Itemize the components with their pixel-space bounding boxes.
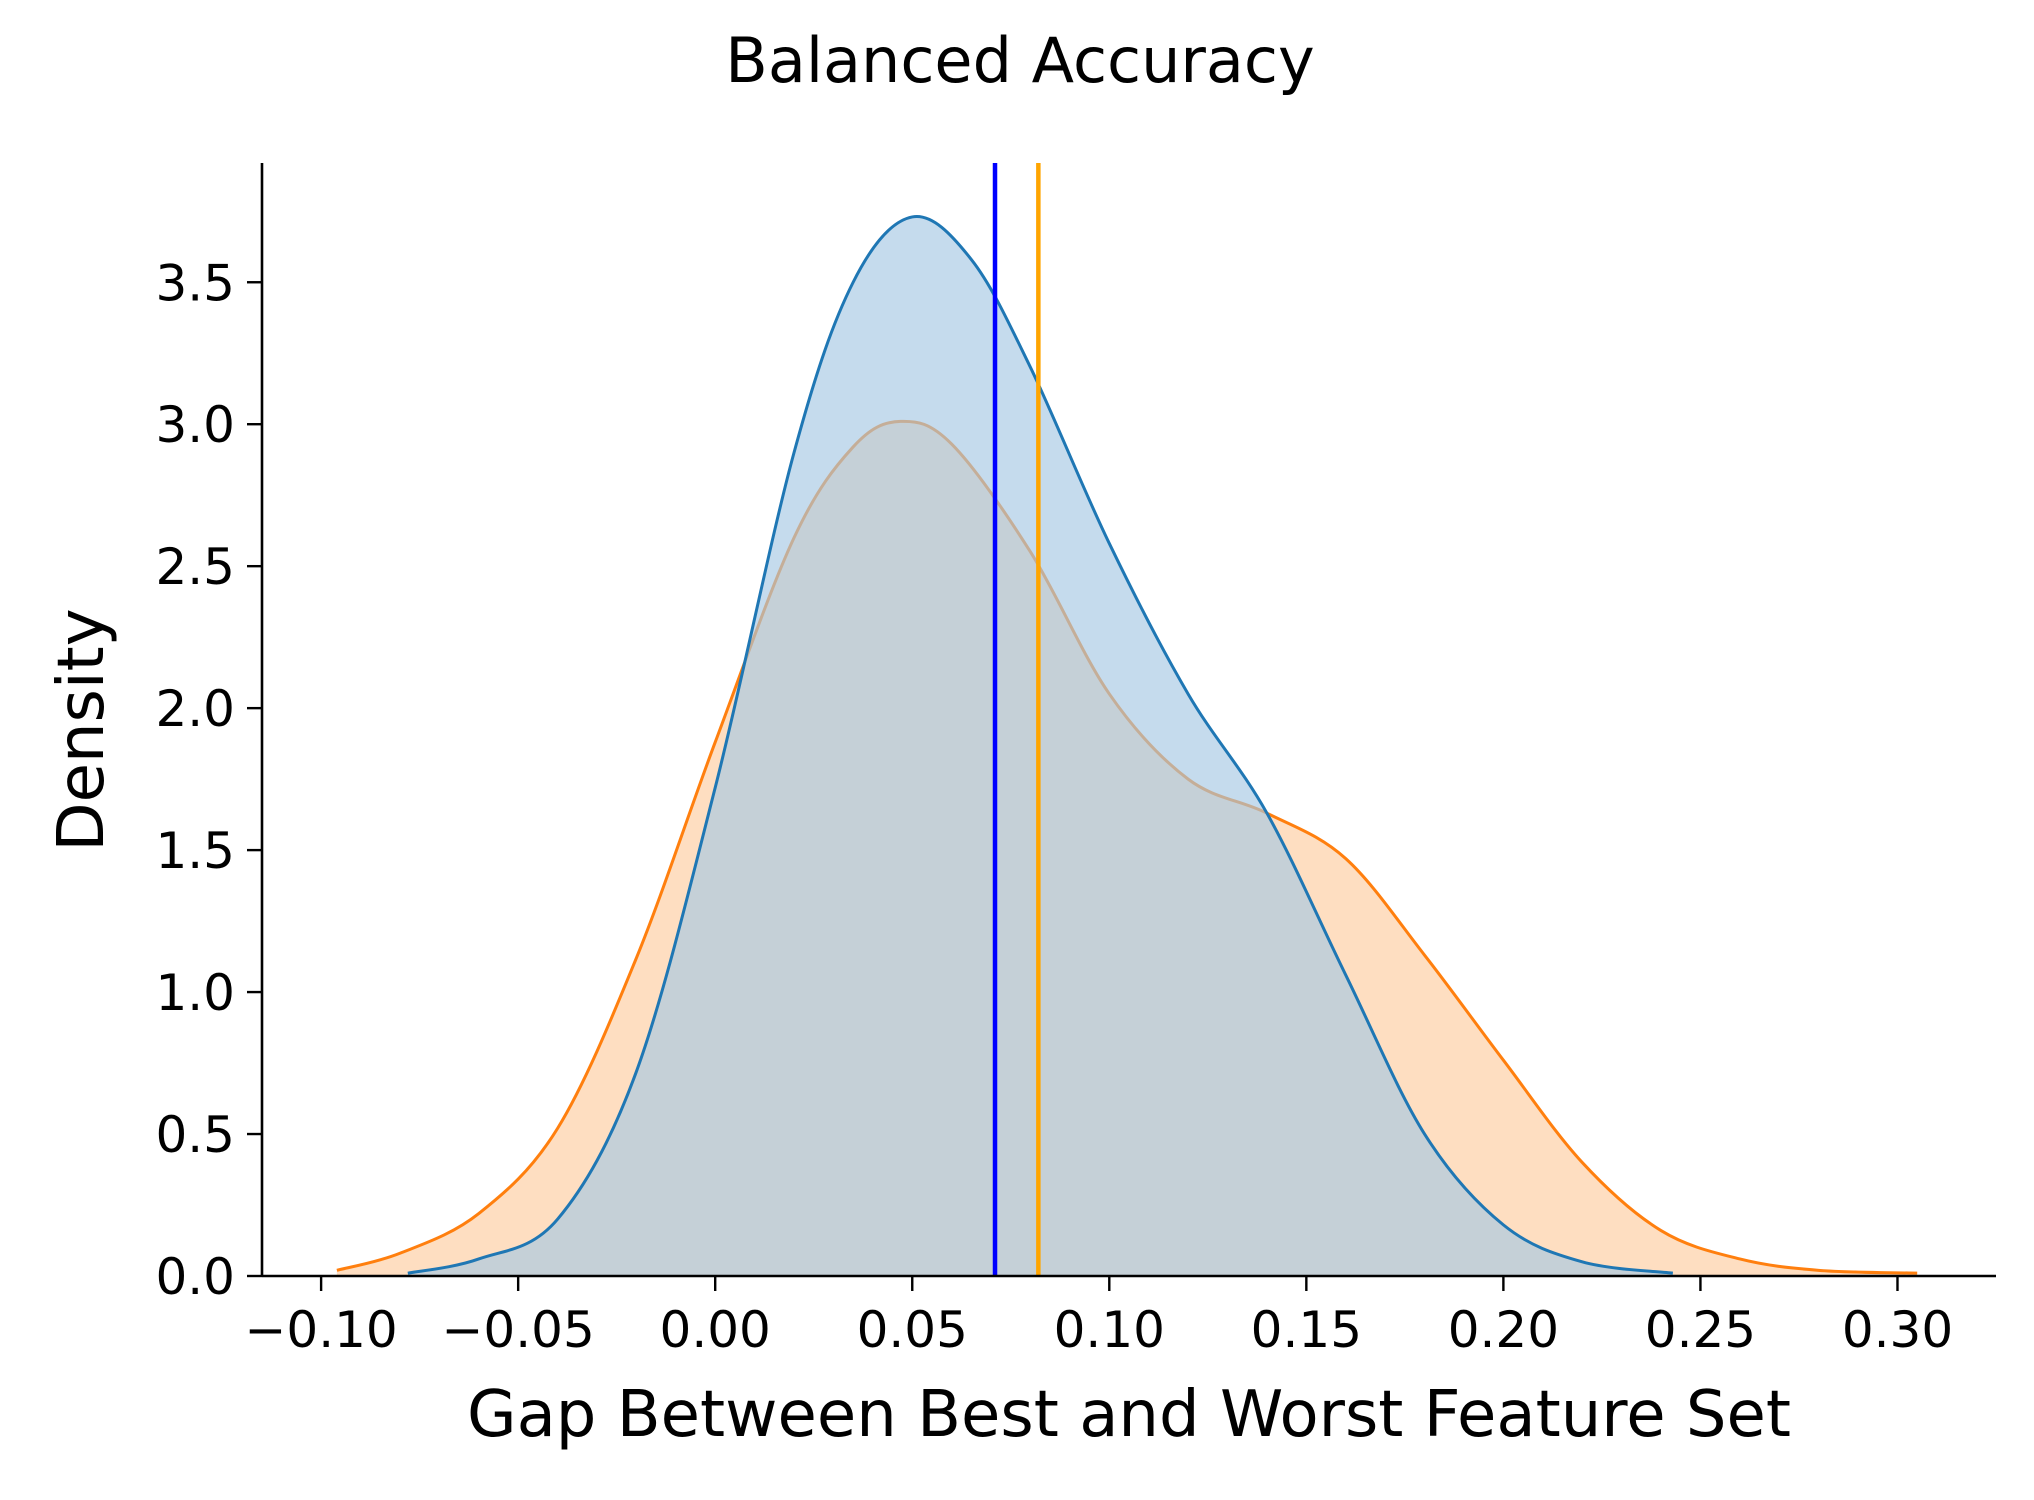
series-layer xyxy=(336,215,1918,1276)
y-tick-label: 1.5 xyxy=(155,822,235,880)
x-tick-label: 0.30 xyxy=(1842,1301,1953,1359)
y-tick-label: 3.0 xyxy=(155,396,235,454)
y-tick-label: 0.5 xyxy=(155,1106,235,1164)
x-tick-label: 0.00 xyxy=(660,1301,771,1359)
y-tick-label: 2.0 xyxy=(155,680,235,738)
x-tick-label: 0.20 xyxy=(1448,1301,1559,1359)
x-tick-label: −0.10 xyxy=(244,1301,397,1359)
chart-title: Balanced Accuracy xyxy=(725,24,1314,97)
x-tick-label: 0.25 xyxy=(1645,1301,1756,1359)
density-line-1 xyxy=(407,215,1674,1275)
x-tick-label: 0.05 xyxy=(857,1301,968,1359)
y-ticks: 0.0 0.5 1.0 1.5 2.0 2.5 3.0 3.5 xyxy=(155,254,262,1306)
y-axis-label: Density xyxy=(45,608,119,851)
vline-layer xyxy=(992,163,1041,1276)
x-tick-label: 0.15 xyxy=(1251,1301,1362,1359)
y-tick-label: 3.5 xyxy=(155,254,235,312)
y-tick-label: 1.0 xyxy=(155,964,235,1022)
x-ticks: −0.10 −0.05 0.00 0.05 0.10 0.15 0.20 0.25 0.30 xyxy=(244,1276,1953,1359)
x-axis-label: Gap Between Best and Worst Feature Set xyxy=(467,1378,1791,1452)
y-tick-label: 2.5 xyxy=(155,538,235,596)
x-tick-label: 0.10 xyxy=(1054,1301,1165,1359)
y-tick-label: 0.0 xyxy=(155,1248,235,1306)
x-tick-label: −0.05 xyxy=(442,1301,595,1359)
